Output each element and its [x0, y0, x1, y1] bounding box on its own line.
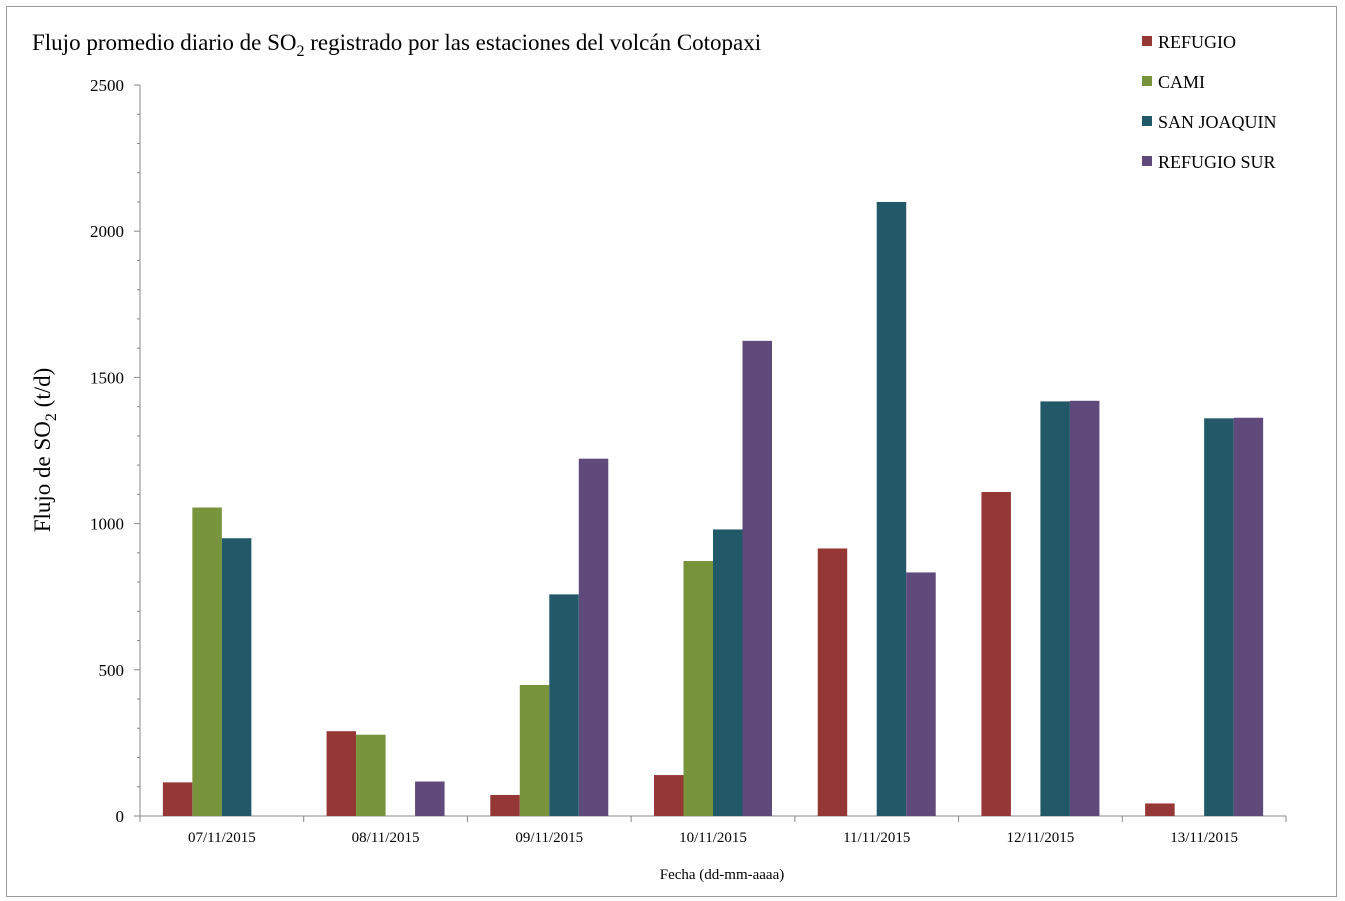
y-axis-label-main: Flujo de SO [30, 421, 55, 532]
legend-swatch [1142, 156, 1152, 166]
bar [713, 529, 743, 816]
y-tick-label: 1500 [90, 368, 124, 387]
bar [1233, 417, 1264, 816]
x-category-label: 08/11/2015 [352, 830, 420, 846]
y-tick-label: 1000 [90, 515, 124, 534]
y-axis-label-rest: (t/d) [30, 368, 55, 413]
legend-swatch [1142, 116, 1152, 126]
bar [981, 492, 1011, 816]
x-category-label: 13/11/2015 [1170, 830, 1238, 846]
y-axis-label: Flujo de SO2 (t/d) [30, 368, 60, 533]
bar [192, 507, 222, 816]
y-axis-label-subscript: 2 [43, 413, 60, 421]
x-category-label: 12/11/2015 [1007, 830, 1075, 846]
legend: REFUGIO CAMI SAN JOAQUIN REFUGIO SUR [1142, 32, 1277, 172]
legend-label: CAMI [1158, 72, 1205, 92]
chart-title-subscript: 2 [296, 43, 304, 60]
x-category-label: 11/11/2015 [843, 830, 910, 846]
x-category-label: 07/11/2015 [188, 830, 256, 846]
legend-label: REFUGIO [1158, 32, 1236, 52]
chart-title-main: Flujo promedio diario de SO [32, 30, 296, 55]
bar [906, 572, 936, 816]
bar [356, 734, 386, 816]
bar [1069, 400, 1100, 816]
y-tick-label: 500 [99, 661, 125, 680]
plot-area: 0 500 1000 1500 2000 2500 07/11/2015 08/11/2015… [90, 76, 1287, 846]
chart-title: Flujo promedio diario de SO2 registrado … [32, 30, 761, 60]
y-tick-label: 2500 [90, 76, 124, 95]
chart-title-rest: registrado por las estaciones del volcán… [304, 30, 761, 55]
bar [817, 548, 848, 816]
x-category-label: 09/11/2015 [515, 830, 583, 846]
bar [1145, 803, 1175, 816]
bar [326, 731, 357, 816]
legend-swatch [1142, 76, 1152, 86]
bar [490, 794, 520, 816]
bar [221, 538, 252, 816]
bar [1040, 401, 1070, 816]
bar [683, 561, 713, 816]
x-axis-label: Fecha (dd-mm-aaaa) [660, 867, 785, 883]
legend-label: SAN JOAQUIN [1158, 112, 1277, 132]
bar [549, 594, 579, 816]
legend-swatch [1142, 36, 1152, 46]
y-tick-label: 2000 [90, 222, 124, 241]
y-tick-label: 0 [116, 807, 125, 826]
bar [519, 685, 550, 816]
bar [742, 340, 772, 816]
legend-label: REFUGIO SUR [1158, 152, 1276, 172]
bar [654, 775, 684, 816]
bar [162, 782, 193, 816]
bar [1204, 418, 1234, 816]
bar [876, 201, 907, 816]
x-category-label: 10/11/2015 [679, 830, 747, 846]
bar [578, 458, 609, 816]
bar [415, 781, 445, 816]
